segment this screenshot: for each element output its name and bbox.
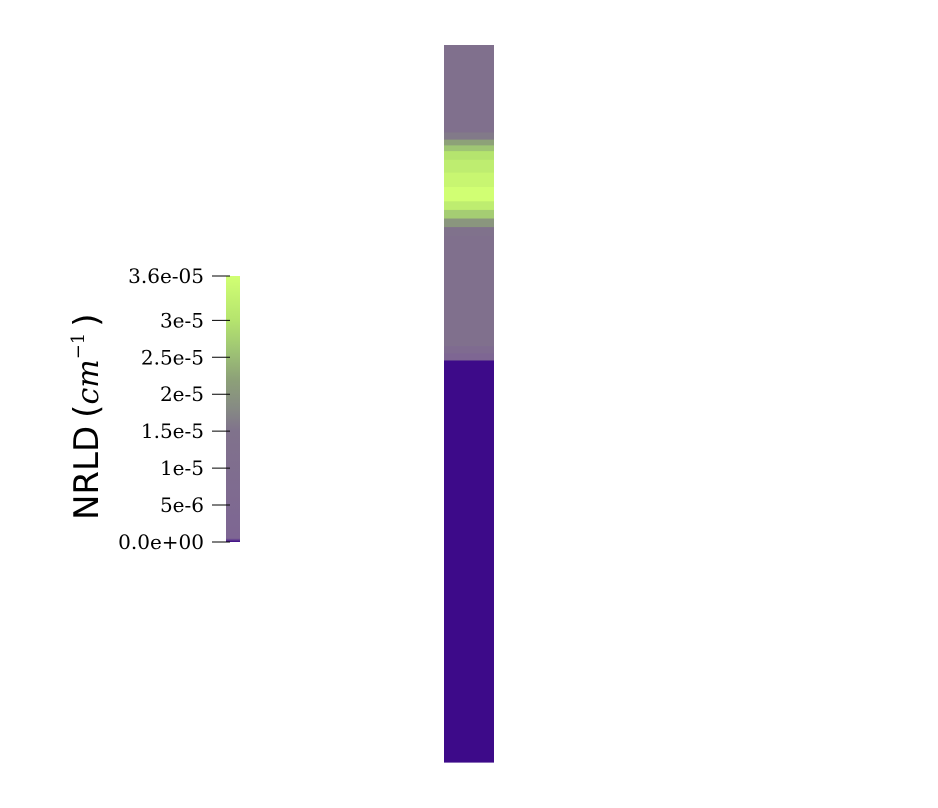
- profile-band: [444, 186, 494, 202]
- profile-band: [444, 45, 494, 134]
- colorbar-gradient: [226, 276, 240, 542]
- colorbar-title-exponent: −1: [68, 333, 89, 360]
- profile-band: [444, 218, 494, 228]
- colorbar-title: NRLD(cm−1): [67, 313, 107, 520]
- profile-band: [444, 151, 494, 161]
- root-density-profile-column: [444, 45, 494, 763]
- colorbar-tick-label: 0.0e+00: [118, 530, 204, 554]
- profile-band: [444, 139, 494, 146]
- colorbar: 3.6e-05 3e-5 2.5e-5 2e-5 1.5e-5 1e-5 5e-6 0.0e+…: [118, 264, 240, 554]
- colorbar-tick-label: 3e-5: [160, 308, 204, 332]
- colorbar-tick-label: 1.5e-5: [141, 419, 204, 443]
- colorbar-title-variable: NRLD: [67, 426, 107, 520]
- colorbar-tick-label: 2.5e-5: [141, 345, 204, 369]
- profile-band: [444, 353, 494, 362]
- profile-band: [444, 346, 494, 354]
- profile-band: [444, 159, 494, 174]
- colorbar-tick-label: 5e-6: [160, 493, 204, 517]
- profile-band: [444, 360, 494, 763]
- profile-band: [444, 227, 494, 237]
- colorbar-title-unit: cm: [71, 359, 106, 404]
- profile-band: [444, 145, 494, 152]
- colorbar-tick-label: 3.6e-05: [128, 264, 204, 288]
- svg-text:NRLD(cm−1): NRLD(cm−1): [67, 313, 107, 520]
- profile-band: [444, 235, 494, 347]
- profile-band: [444, 132, 494, 141]
- profile-band: [444, 209, 494, 220]
- colorbar-tick-label: 2e-5: [160, 382, 204, 406]
- colorbar-ticks: 3.6e-05 3e-5 2.5e-5 2e-5 1.5e-5 1e-5 5e-6 0.0e+…: [118, 264, 230, 554]
- profile-band: [444, 201, 494, 211]
- profile-band: [444, 172, 494, 188]
- colorbar-tick-label: 1e-5: [160, 456, 204, 480]
